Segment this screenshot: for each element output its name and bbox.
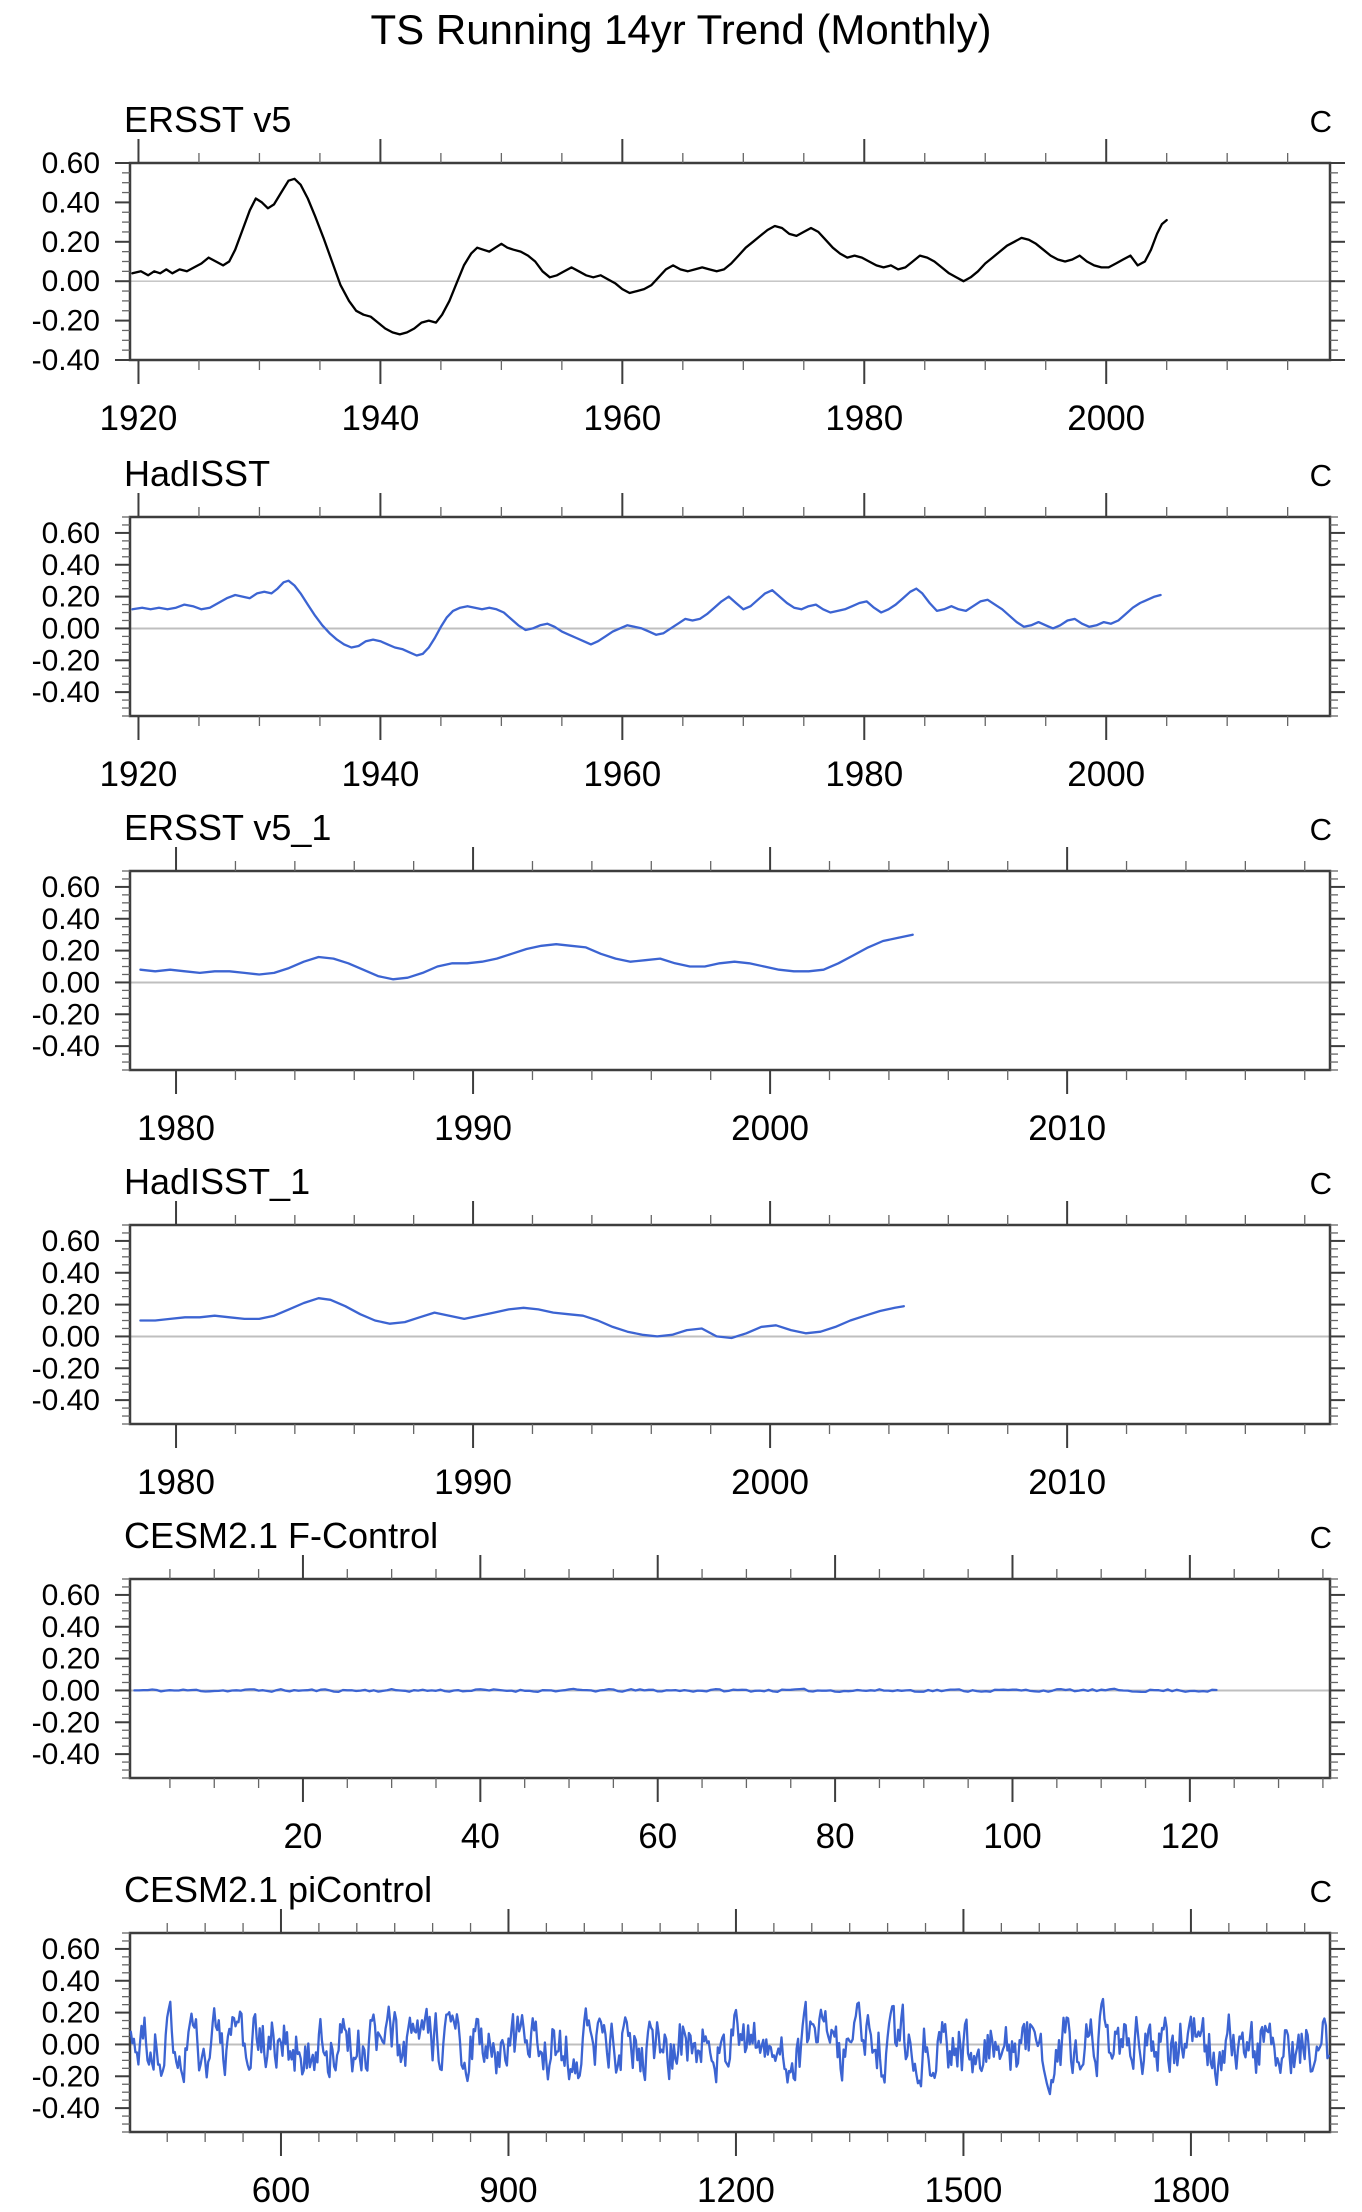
svg-text:0.60: 0.60 bbox=[42, 517, 100, 550]
svg-text:-0.40: -0.40 bbox=[32, 1384, 100, 1417]
svg-text:2000: 2000 bbox=[1067, 755, 1145, 794]
svg-text:0.20: 0.20 bbox=[42, 1997, 100, 2030]
svg-text:2000: 2000 bbox=[731, 1109, 809, 1148]
unit-label-cesm21-picontrol: C bbox=[1309, 1874, 1332, 1909]
svg-text:0.60: 0.60 bbox=[42, 1225, 100, 1258]
unit-label-ersst-v5-1: C bbox=[1309, 812, 1332, 847]
svg-text:2010: 2010 bbox=[1028, 1109, 1106, 1148]
svg-text:-0.20: -0.20 bbox=[32, 998, 100, 1031]
panel-title-ersst-v5: ERSST v5 bbox=[124, 99, 292, 140]
svg-text:0.40: 0.40 bbox=[42, 1611, 100, 1644]
svg-text:0.40: 0.40 bbox=[42, 1965, 100, 1998]
svg-text:-0.40: -0.40 bbox=[32, 676, 100, 709]
panel-title-hadisst: HadISST bbox=[124, 453, 271, 494]
svg-text:-0.40: -0.40 bbox=[32, 1030, 100, 1063]
svg-text:-0.20: -0.20 bbox=[32, 1706, 100, 1739]
svg-text:80: 80 bbox=[816, 1817, 855, 1856]
svg-text:0.00: 0.00 bbox=[42, 1674, 100, 1707]
panel-title-cesm21-fcontrol: CESM2.1 F-Control bbox=[124, 1515, 439, 1556]
svg-text:0.00: 0.00 bbox=[42, 1320, 100, 1353]
panel-title-ersst-v5-1: ERSST v5_1 bbox=[124, 807, 332, 848]
unit-label-ersst-v5: C bbox=[1309, 104, 1332, 139]
svg-text:120: 120 bbox=[1161, 1817, 1219, 1856]
svg-text:0.00: 0.00 bbox=[42, 2028, 100, 2061]
svg-text:0.40: 0.40 bbox=[42, 1257, 100, 1290]
svg-text:900: 900 bbox=[479, 2171, 537, 2210]
svg-text:0.00: 0.00 bbox=[42, 265, 100, 298]
svg-text:60: 60 bbox=[638, 1817, 677, 1856]
svg-text:0.40: 0.40 bbox=[42, 549, 100, 582]
svg-text:2000: 2000 bbox=[1067, 399, 1145, 438]
unit-label-hadisst-1: C bbox=[1309, 1166, 1332, 1201]
svg-text:-0.40: -0.40 bbox=[32, 2092, 100, 2125]
svg-text:1960: 1960 bbox=[583, 755, 661, 794]
svg-text:0.20: 0.20 bbox=[42, 935, 100, 968]
svg-text:2010: 2010 bbox=[1028, 1463, 1106, 1502]
svg-text:1990: 1990 bbox=[434, 1463, 512, 1502]
svg-text:0.20: 0.20 bbox=[42, 1289, 100, 1322]
svg-text:40: 40 bbox=[461, 1817, 500, 1856]
svg-text:1200: 1200 bbox=[697, 2171, 775, 2210]
unit-label-hadisst: C bbox=[1309, 458, 1332, 493]
svg-text:-0.40: -0.40 bbox=[32, 344, 100, 377]
svg-text:2000: 2000 bbox=[731, 1463, 809, 1502]
svg-text:1980: 1980 bbox=[825, 755, 903, 794]
unit-label-cesm21-fcontrol: C bbox=[1309, 1520, 1332, 1555]
svg-text:1980: 1980 bbox=[137, 1109, 215, 1148]
svg-text:1940: 1940 bbox=[341, 399, 419, 438]
svg-text:0.60: 0.60 bbox=[42, 1579, 100, 1612]
svg-text:1990: 1990 bbox=[434, 1109, 512, 1148]
svg-text:0.00: 0.00 bbox=[42, 612, 100, 645]
svg-text:-0.40: -0.40 bbox=[32, 1738, 100, 1771]
svg-text:0.60: 0.60 bbox=[42, 871, 100, 904]
svg-text:100: 100 bbox=[983, 1817, 1041, 1856]
svg-text:1960: 1960 bbox=[583, 399, 661, 438]
panel-title-hadisst-1: HadISST_1 bbox=[124, 1161, 311, 1202]
svg-text:1800: 1800 bbox=[1152, 2171, 1230, 2210]
svg-text:0.40: 0.40 bbox=[42, 903, 100, 936]
svg-text:600: 600 bbox=[252, 2171, 310, 2210]
svg-text:1980: 1980 bbox=[825, 399, 903, 438]
svg-text:0.60: 0.60 bbox=[42, 147, 100, 180]
svg-text:1920: 1920 bbox=[100, 399, 178, 438]
svg-text:1980: 1980 bbox=[137, 1463, 215, 1502]
svg-text:0.40: 0.40 bbox=[42, 186, 100, 219]
panel-title-cesm21-picontrol: CESM2.1 piControl bbox=[124, 1869, 433, 1910]
svg-text:-0.20: -0.20 bbox=[32, 2060, 100, 2093]
svg-text:0.20: 0.20 bbox=[42, 226, 100, 259]
svg-text:20: 20 bbox=[283, 1817, 322, 1856]
figure-title: TS Running 14yr Trend (Monthly) bbox=[370, 6, 992, 53]
svg-text:1940: 1940 bbox=[341, 755, 419, 794]
svg-text:0.20: 0.20 bbox=[42, 581, 100, 614]
svg-text:0.60: 0.60 bbox=[42, 1933, 100, 1966]
svg-text:1920: 1920 bbox=[100, 755, 178, 794]
svg-text:-0.20: -0.20 bbox=[32, 644, 100, 677]
svg-text:0.00: 0.00 bbox=[42, 966, 100, 999]
svg-text:-0.20: -0.20 bbox=[32, 1352, 100, 1385]
svg-text:0.20: 0.20 bbox=[42, 1643, 100, 1676]
svg-text:-0.20: -0.20 bbox=[32, 305, 100, 338]
svg-text:1500: 1500 bbox=[925, 2171, 1003, 2210]
